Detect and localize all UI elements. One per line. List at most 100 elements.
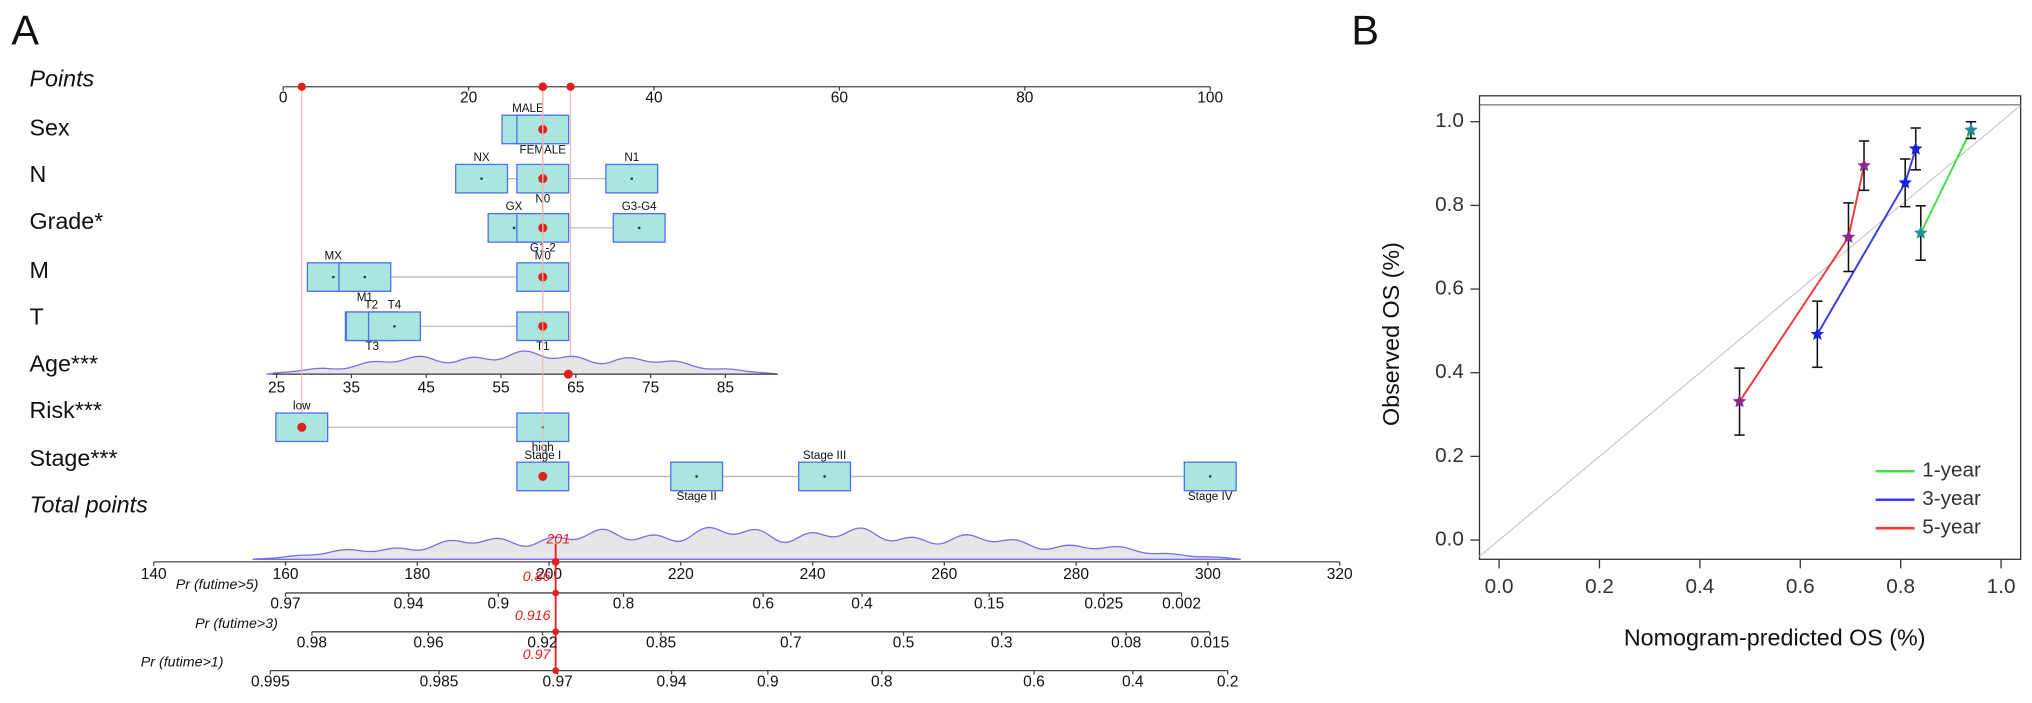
y-axis-label: Observed OS (%) (1378, 242, 1404, 426)
point (1908, 141, 1923, 155)
tick-label: 0.2 (1217, 673, 1239, 690)
x-tick-label: 0.4 (1685, 575, 1714, 598)
point (1913, 225, 1928, 239)
point (1841, 230, 1856, 244)
tick-label: 180 (404, 566, 430, 583)
density (252, 526, 1241, 560)
tick-label: 260 (931, 566, 957, 583)
y-tick-label: 0.4 (1435, 360, 1464, 383)
patient-points-dot (538, 82, 547, 91)
series-line (1919, 129, 1972, 234)
tick-label: 0.025 (1084, 596, 1123, 613)
level-dot (331, 275, 335, 279)
x-tick-label: 0.2 (1585, 575, 1614, 598)
tick-label: 0.97 (270, 596, 300, 613)
tick-label: 0.15 (974, 596, 1004, 613)
tick-label: 35 (343, 380, 360, 397)
level-dot (363, 275, 367, 279)
level-label: low (293, 400, 311, 413)
tick-label: 20 (460, 90, 478, 107)
prob-label: Pr (futime>5) (176, 577, 259, 593)
prob-dot (552, 667, 560, 674)
tick-label: 0.7 (780, 635, 802, 652)
prob-dot (552, 589, 560, 597)
patient-points-dot (566, 82, 575, 91)
level-dot (393, 324, 396, 328)
level-label: N1 (624, 151, 639, 164)
row-label: Sex (29, 115, 69, 141)
tick-label: 80 (1016, 90, 1034, 107)
row-label: N (29, 161, 46, 187)
tick-label: 65 (567, 380, 584, 397)
tick-label: 320 (1327, 566, 1353, 583)
legend-label: 1-year (1922, 459, 1981, 482)
x-axis-label: Nomogram-predicted OS (%) (1624, 625, 1926, 651)
prob-dot (552, 628, 560, 636)
tick-label: 100 (1197, 90, 1223, 107)
prob-value: 0.86 (523, 569, 551, 585)
tick-label: 0.4 (1122, 673, 1144, 690)
level-label: G3-G4 (622, 200, 657, 213)
tick-label: 60 (831, 90, 849, 107)
y-tick-label: 0.8 (1435, 193, 1464, 216)
prob-value: 0.97 (523, 647, 552, 663)
level-label: T3 (365, 340, 379, 353)
y-tick-label: 0.2 (1435, 444, 1464, 467)
tick-label: 0 (279, 90, 288, 107)
series-line (1738, 165, 1865, 403)
tick-label: 0.9 (757, 673, 779, 690)
level-dot (512, 226, 516, 230)
series-line (1816, 148, 1917, 335)
tick-label: 0.97 (543, 673, 573, 690)
plot-frame (1478, 95, 2022, 560)
level-label: Stage I (524, 449, 561, 462)
row-label: Points (29, 65, 94, 91)
tick-label: 0.015 (1190, 635, 1229, 652)
level-label: MALE (512, 102, 544, 115)
legend-label: 3-year (1922, 487, 1981, 510)
level-label: M1 (357, 291, 373, 304)
tick-label: 220 (668, 566, 694, 583)
total-value: 201 (545, 532, 570, 548)
tick-label: 0.98 (297, 635, 327, 652)
prob-label: Pr (futime>1) (141, 655, 224, 671)
tick-label: 85 (717, 380, 734, 397)
tick-label: 0.002 (1162, 596, 1201, 613)
tick-label: 0.08 (1111, 635, 1141, 652)
prob-value: 0.916 (515, 608, 551, 624)
level-dot (695, 475, 698, 478)
level-dot (637, 226, 641, 230)
tick-label: 0.85 (646, 635, 676, 652)
y-tick-label: 0.6 (1435, 277, 1464, 300)
level-dot (1208, 475, 1212, 478)
patient-dot (563, 369, 573, 379)
tick-label: 25 (268, 380, 285, 397)
level-label: NX (474, 151, 490, 164)
row-label: Age*** (29, 350, 98, 376)
tick-label: 0.6 (1023, 673, 1045, 690)
y-tick-label: 1.0 (1435, 109, 1464, 132)
tick-label: 160 (273, 566, 299, 583)
legend-label: 5-year (1922, 516, 1981, 539)
level-box (367, 311, 422, 342)
y-tick-label: 0.0 (1435, 528, 1464, 551)
level-label: MX (325, 249, 343, 262)
level-dot (480, 177, 483, 180)
reference-line (1479, 104, 2022, 557)
tick-label: 40 (645, 90, 663, 107)
patient-dot (538, 471, 548, 481)
patient-dot (297, 422, 307, 432)
tick-label: 0.985 (420, 673, 459, 690)
tick-label: 75 (642, 380, 659, 397)
tick-label: 0.6 (752, 596, 774, 613)
density (266, 350, 778, 375)
row-label: M (29, 257, 48, 283)
patient-points-dot (297, 82, 306, 91)
point (1898, 175, 1912, 189)
tick-label: 280 (1063, 566, 1089, 583)
level-label: Stage IV (1188, 490, 1233, 503)
point (1964, 122, 1978, 136)
total-dot (551, 557, 560, 566)
x-tick-label: 0.0 (1485, 575, 1514, 598)
level-label: T4 (388, 299, 402, 312)
